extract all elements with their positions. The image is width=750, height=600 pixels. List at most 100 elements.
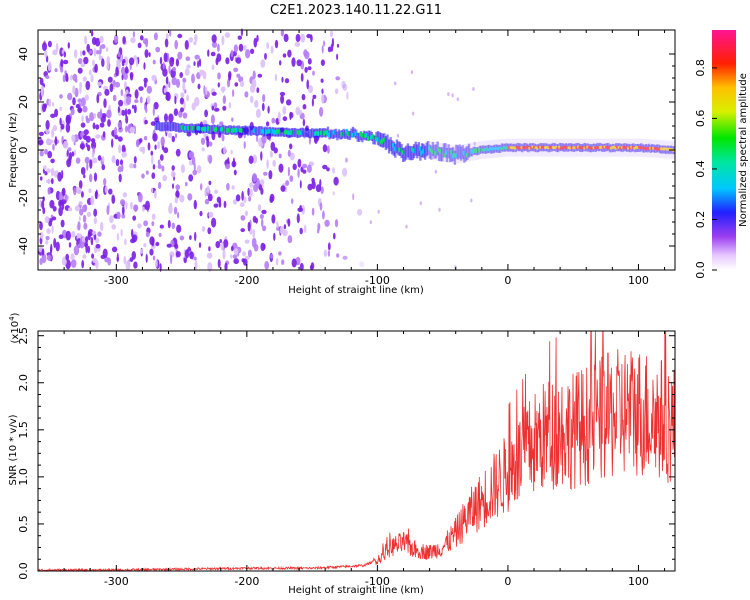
ridge-envelope <box>356 132 359 142</box>
noise-speckle <box>133 163 137 169</box>
noise-speckle <box>96 94 100 104</box>
noise-speckle <box>143 220 149 227</box>
noise-speckle <box>221 134 225 142</box>
noise-speckle <box>72 97 76 106</box>
ridge-halo <box>470 142 475 161</box>
noise-speckle <box>87 245 91 254</box>
noise-speckle <box>223 146 226 155</box>
noise-speckle <box>175 148 181 157</box>
noise-speckle <box>172 183 174 189</box>
ridge-envelope <box>384 136 388 150</box>
noise-speckle <box>123 255 127 265</box>
noise-speckle <box>40 86 45 91</box>
noise-speckle <box>52 124 58 132</box>
noise-speckle <box>229 254 233 259</box>
noise-speckle <box>158 233 162 237</box>
noise-speckle <box>215 241 221 249</box>
noise-speckle <box>83 56 89 65</box>
noise-speckle <box>261 209 267 215</box>
noise-speckle <box>39 231 44 239</box>
noise-speckle <box>219 121 224 126</box>
ridge-envelope <box>281 127 284 137</box>
noise-speckle <box>174 95 177 105</box>
noise-speckle <box>205 86 208 96</box>
ridge-halo <box>619 138 624 157</box>
noise-speckle <box>145 253 148 263</box>
ridge-halo <box>662 140 667 159</box>
noise-speckle <box>210 114 215 125</box>
noise-speckle <box>83 134 88 140</box>
noise-speckle <box>204 198 210 205</box>
noise-speckle <box>289 152 295 161</box>
ridge-envelope <box>170 122 173 132</box>
noise-speckle <box>60 123 65 130</box>
noise-speckle <box>470 198 473 203</box>
noise-speckle <box>62 140 69 149</box>
noise-speckle <box>287 235 293 244</box>
noise-speckle <box>182 81 186 92</box>
noise-speckle <box>125 201 128 210</box>
noise-speckle <box>302 104 307 110</box>
noise-speckle <box>200 137 206 145</box>
ridge-halo <box>552 138 557 157</box>
noise-speckle <box>243 141 246 149</box>
noise-speckle <box>175 133 177 139</box>
noise-speckle <box>239 80 245 88</box>
noise-speckle <box>165 33 169 39</box>
noise-speckle <box>42 207 46 215</box>
noise-speckle <box>111 138 114 148</box>
noise-speckle <box>217 258 221 268</box>
noise-speckle <box>271 214 276 224</box>
noise-speckle <box>70 259 77 268</box>
noise-speckle <box>88 188 92 194</box>
noise-speckle <box>41 200 45 210</box>
snr-x-tick-label: -300 <box>104 575 129 588</box>
noise-speckle <box>47 40 52 48</box>
noise-speckle <box>79 143 85 150</box>
noise-speckle <box>179 97 185 105</box>
noise-speckle <box>257 204 262 212</box>
ridge-halo <box>548 138 553 157</box>
noise-speckle <box>296 213 300 224</box>
snr-frame <box>37 330 676 572</box>
noise-speckle <box>142 206 145 212</box>
ridge-envelope <box>409 146 413 161</box>
noise-speckle <box>405 224 408 229</box>
noise-speckle <box>88 69 92 76</box>
figure-title: C2E1.2023.140.11.22.G11 <box>270 3 442 18</box>
noise-speckle <box>169 56 175 67</box>
noise-speckle <box>311 98 314 107</box>
noise-speckle <box>70 253 75 261</box>
noise-speckle <box>89 173 93 183</box>
noise-speckle <box>123 56 129 67</box>
noise-speckle <box>143 62 146 70</box>
noise-speckle <box>191 156 196 166</box>
ridge-halo <box>611 138 616 157</box>
noise-speckle <box>95 50 101 55</box>
ridge-envelope <box>416 144 419 159</box>
noise-speckle <box>179 72 183 78</box>
noise-speckle <box>266 42 269 50</box>
noise-speckle <box>224 32 231 38</box>
noise-speckle <box>230 149 233 155</box>
noise-speckle <box>50 158 55 164</box>
ridge-envelope <box>171 121 175 131</box>
ridge-envelope <box>449 148 452 163</box>
noise-speckle <box>88 229 94 237</box>
noise-speckle <box>279 60 282 66</box>
noise-speckle <box>276 221 279 229</box>
noise-speckle <box>89 112 95 122</box>
noise-speckle <box>260 151 263 161</box>
noise-speckle <box>53 238 57 248</box>
noise-speckle <box>132 215 137 221</box>
noise-speckle <box>194 34 198 42</box>
noise-speckle <box>302 163 308 169</box>
noise-speckle <box>186 94 190 102</box>
ridge-envelope <box>351 126 355 136</box>
noise-speckle <box>71 134 76 143</box>
noise-speckle <box>357 208 363 216</box>
ridge-envelope <box>178 123 181 133</box>
noise-speckle <box>297 207 304 213</box>
noise-speckle <box>280 185 286 192</box>
noise-speckle <box>131 228 134 238</box>
